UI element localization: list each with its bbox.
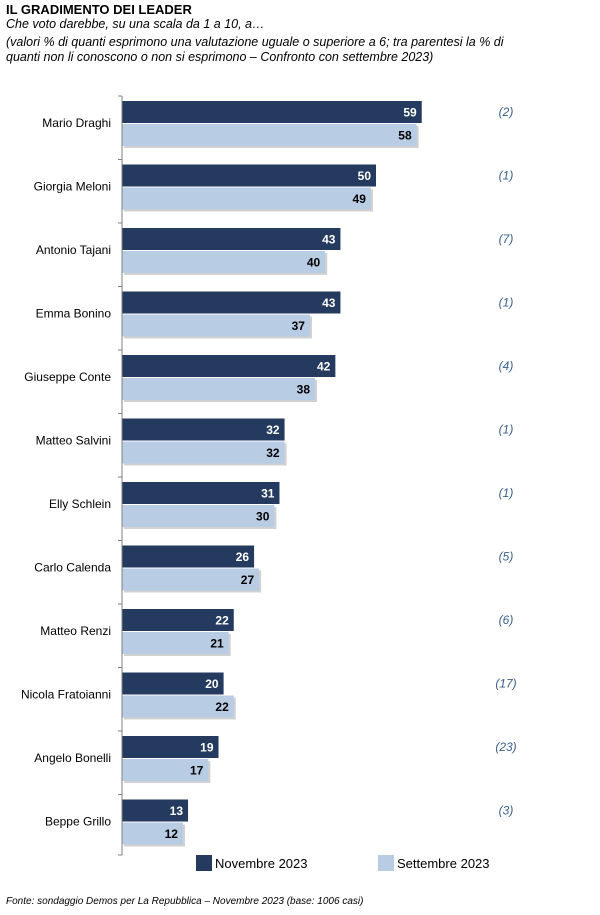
data-label-settembre: 17	[190, 764, 204, 778]
bar-settembre	[122, 124, 417, 146]
bar-settembre	[122, 314, 310, 337]
bar-settembre	[122, 251, 326, 273]
category-label: Matteo Renzi	[40, 624, 111, 638]
bar-novembre	[122, 799, 189, 822]
bar-novembre	[122, 418, 285, 441]
legend-item-novembre: Novembre 2023	[196, 855, 308, 871]
parenthesis-label: (1)	[499, 296, 514, 310]
bar-novembre	[122, 609, 234, 631]
bar-chart: Mario Draghi 59 58 (2) Giorgia Meloni 50 49 (1)…	[21, 95, 517, 856]
data-label-settembre: 58	[398, 129, 412, 143]
parenthesis-label: (1)	[499, 169, 514, 183]
data-label-settembre: 32	[266, 446, 280, 460]
chart-title: IL GRADIMENTO DEI LEADER	[6, 2, 192, 17]
source-note: Fonte: sondaggio Demos per La Repubblica…	[6, 896, 364, 907]
parenthesis-label: (17)	[495, 677, 516, 691]
parenthesis-label: (1)	[499, 486, 514, 500]
bar-novembre	[122, 291, 341, 314]
category-label: Giorgia Meloni	[34, 180, 111, 194]
bar-settembre	[122, 568, 260, 591]
parenthesis-label: (1)	[499, 423, 514, 437]
bar-novembre	[122, 164, 376, 187]
bar-settembre	[122, 441, 285, 464]
parenthesis-label: (2)	[499, 105, 514, 119]
bar-novembre	[122, 736, 219, 758]
data-label-novembre: 20	[205, 677, 219, 691]
category-label: Mario Draghi	[42, 116, 111, 130]
bar-settembre	[122, 822, 183, 845]
data-label-settembre: 49	[353, 192, 367, 206]
bar-settembre	[122, 187, 371, 210]
bar-settembre	[122, 759, 209, 781]
data-label-novembre: 43	[322, 233, 336, 247]
parenthesis-label: (7)	[499, 232, 514, 246]
data-label-novembre: 43	[322, 296, 336, 310]
data-label-settembre: 38	[297, 383, 311, 397]
data-label-novembre: 26	[236, 550, 250, 564]
parenthesis-label: (5)	[499, 550, 514, 564]
bar-settembre	[122, 378, 316, 400]
bar-novembre	[122, 672, 224, 695]
legend-swatch-settembre	[378, 855, 394, 871]
chart-note: (valori % di quanti esprimono una valuta…	[6, 35, 504, 64]
data-label-settembre: 12	[165, 827, 179, 841]
chart-subtitle: Che voto darebbe, su una scala da 1 a 10…	[6, 17, 265, 31]
data-label-settembre: 21	[210, 637, 224, 651]
bar-settembre	[122, 505, 275, 527]
data-label-novembre: 19	[200, 741, 214, 755]
data-label-novembre: 13	[170, 804, 184, 818]
parenthesis-label: (3)	[499, 804, 514, 818]
parenthesis-label: (23)	[495, 740, 516, 754]
data-label-novembre: 22	[215, 614, 229, 628]
bar-settembre	[122, 695, 234, 718]
category-label: Matteo Salvini	[36, 434, 111, 448]
data-label-settembre: 22	[215, 700, 229, 714]
category-label: Nicola Fratoianni	[21, 688, 111, 702]
bar-novembre	[122, 482, 280, 504]
bar-settembre	[122, 632, 229, 654]
data-label-novembre: 50	[358, 169, 372, 183]
data-label-settembre: 37	[292, 319, 306, 333]
category-label: Angelo Bonelli	[34, 751, 111, 765]
parenthesis-label: (4)	[499, 359, 514, 373]
data-label-settembre: 40	[307, 256, 321, 270]
bar-novembre	[122, 101, 422, 123]
legend-label-novembre: Novembre 2023	[215, 855, 308, 871]
data-label-settembre: 27	[241, 573, 255, 587]
category-label: Giuseppe Conte	[24, 370, 111, 384]
legend-label-settembre: Settembre 2023	[397, 855, 490, 871]
bar-novembre	[122, 545, 255, 568]
data-label-settembre: 30	[256, 510, 270, 524]
data-label-novembre: 59	[403, 106, 417, 120]
category-label: Antonio Tajani	[36, 243, 111, 257]
category-label: Beppe Grillo	[45, 815, 111, 829]
legend-item-settembre: Settembre 2023	[378, 855, 490, 871]
data-label-novembre: 42	[317, 360, 331, 374]
category-label: Carlo Calenda	[34, 561, 111, 575]
parenthesis-label: (6)	[499, 613, 514, 627]
category-label: Emma Bonino	[36, 307, 112, 321]
bar-novembre	[122, 355, 336, 377]
legend-swatch-novembre	[196, 855, 212, 871]
data-label-novembre: 31	[261, 487, 275, 501]
bar-novembre	[122, 228, 341, 250]
category-label: Elly Schlein	[49, 497, 111, 511]
data-label-novembre: 32	[266, 423, 280, 437]
